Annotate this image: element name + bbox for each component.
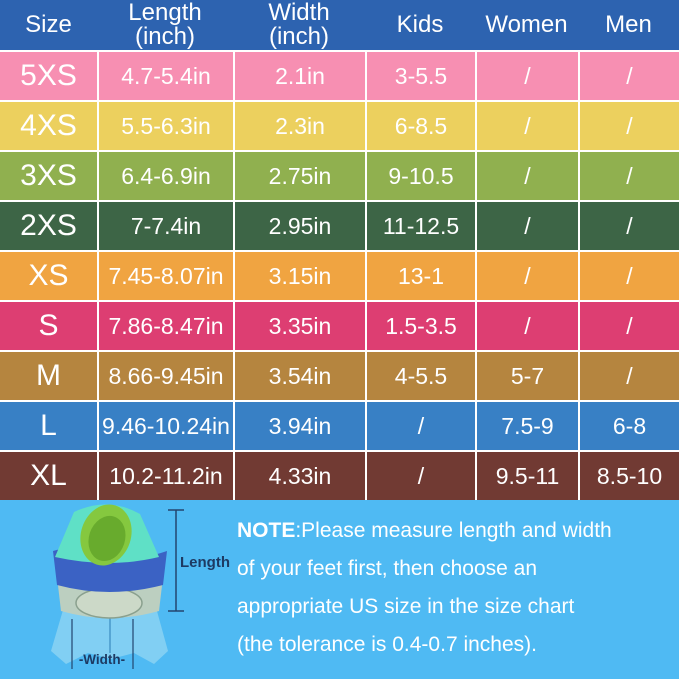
kids-cell: 4-5.5 [365,352,475,400]
length-dimension-line [168,509,184,612]
kids-cell: / [365,452,475,500]
length-dimension-label: Length [180,554,230,571]
table-row: XL 10.2-11.2in 4.33in / 9.5-11 8.5-10 [0,450,679,500]
length-cell: 10.2-11.2in [97,452,233,500]
swim-fin-drawing: Length -Width- [51,504,230,669]
size-chart-table: Size Length (inch) Width (inch) Kids Wom… [0,0,679,500]
table-row: L 9.46-10.24in 3.94in / 7.5-9 6-8 [0,400,679,450]
width-cell: 3.54in [233,352,365,400]
men-cell: / [578,202,679,250]
width-cell: 3.15in [233,252,365,300]
women-cell: / [475,102,578,150]
width-cell: 2.75in [233,152,365,200]
header-cell-men: Men [605,11,652,38]
length-cell: 9.46-10.24in [97,402,233,450]
table-row: 2XS 7-7.4in 2.95in 11-12.5 / / [0,200,679,250]
width-cell: 2.95in [233,202,365,250]
header-cell-size: Size [25,11,72,38]
fin-foot-opening [80,504,132,566]
women-cell: / [475,302,578,350]
men-cell: / [578,302,679,350]
width-cell: 4.33in [233,452,365,500]
size-cell: L [40,409,57,442]
size-cell: 2XS [20,209,77,242]
width-cell: 2.3in [233,102,365,150]
fin-illustration: Length -Width- [16,501,234,677]
length-cell: 6.4-6.9in [97,152,233,200]
size-cell: 5XS [20,59,77,92]
kids-cell: 9-10.5 [365,152,475,200]
size-cell: 4XS [20,109,77,142]
size-cell: XL [30,459,67,492]
table-row: 4XS 5.5-6.3in 2.3in 6-8.5 / / [0,100,679,150]
size-cell: S [38,309,59,342]
length-cell: 8.66-9.45in [97,352,233,400]
header-cell-kids: Kids [396,11,444,38]
footer-section: Length -Width- NOTE:Please measure lengt… [0,500,679,679]
women-cell: / [475,202,578,250]
men-cell: 8.5-10 [578,452,679,500]
men-cell: / [578,102,679,150]
men-cell: / [578,52,679,100]
women-cell: / [475,152,578,200]
women-cell: / [475,52,578,100]
women-cell: 9.5-11 [475,452,578,500]
kids-cell: 13-1 [365,252,475,300]
width-cell: 3.35in [233,302,365,350]
length-cell: 7.86-8.47in [97,302,233,350]
table-row: XS 7.45-8.07in 3.15in 13-1 / / [0,250,679,300]
kids-cell: 11-12.5 [365,202,475,250]
size-cell: XS [28,259,69,292]
header-cell-women: Women [485,11,568,38]
note-label: NOTE [237,519,296,542]
header-cell-length: Length (inch) [128,0,202,50]
kids-cell: 6-8.5 [365,102,475,150]
kids-cell: 1.5-3.5 [365,302,475,350]
table-row: 5XS 4.7-5.4in 2.1in 3-5.5 / / [0,50,679,100]
women-cell: 5-7 [475,352,578,400]
width-cell: 2.1in [233,52,365,100]
width-dimension-label: -Width- [79,652,125,667]
length-cell: 4.7-5.4in [97,52,233,100]
men-cell: / [578,152,679,200]
table-row: 3XS 6.4-6.9in 2.75in 9-10.5 / / [0,150,679,200]
women-cell: / [475,252,578,300]
length-cell: 5.5-6.3in [97,102,233,150]
kids-cell: 3-5.5 [365,52,475,100]
size-cell: M [36,359,61,392]
table-row: M 8.66-9.45in 3.54in 4-5.5 5-7 / [0,350,679,400]
width-cell: 3.94in [233,402,365,450]
table-row: S 7.86-8.47in 3.35in 1.5-3.5 / / [0,300,679,350]
kids-cell: / [365,402,475,450]
table-header-row: Size Length (inch) Width (inch) Kids Wom… [0,0,679,50]
width-dimension-line [71,619,134,669]
length-cell: 7-7.4in [97,202,233,250]
women-cell: 7.5-9 [475,402,578,450]
length-cell: 7.45-8.07in [97,252,233,300]
men-cell: / [578,252,679,300]
size-cell: 3XS [20,159,77,192]
men-cell: 6-8 [578,402,679,450]
men-cell: / [578,352,679,400]
header-cell-width: Width (inch) [268,0,330,50]
note-text: NOTE:Please measure length and width of … [237,519,612,656]
